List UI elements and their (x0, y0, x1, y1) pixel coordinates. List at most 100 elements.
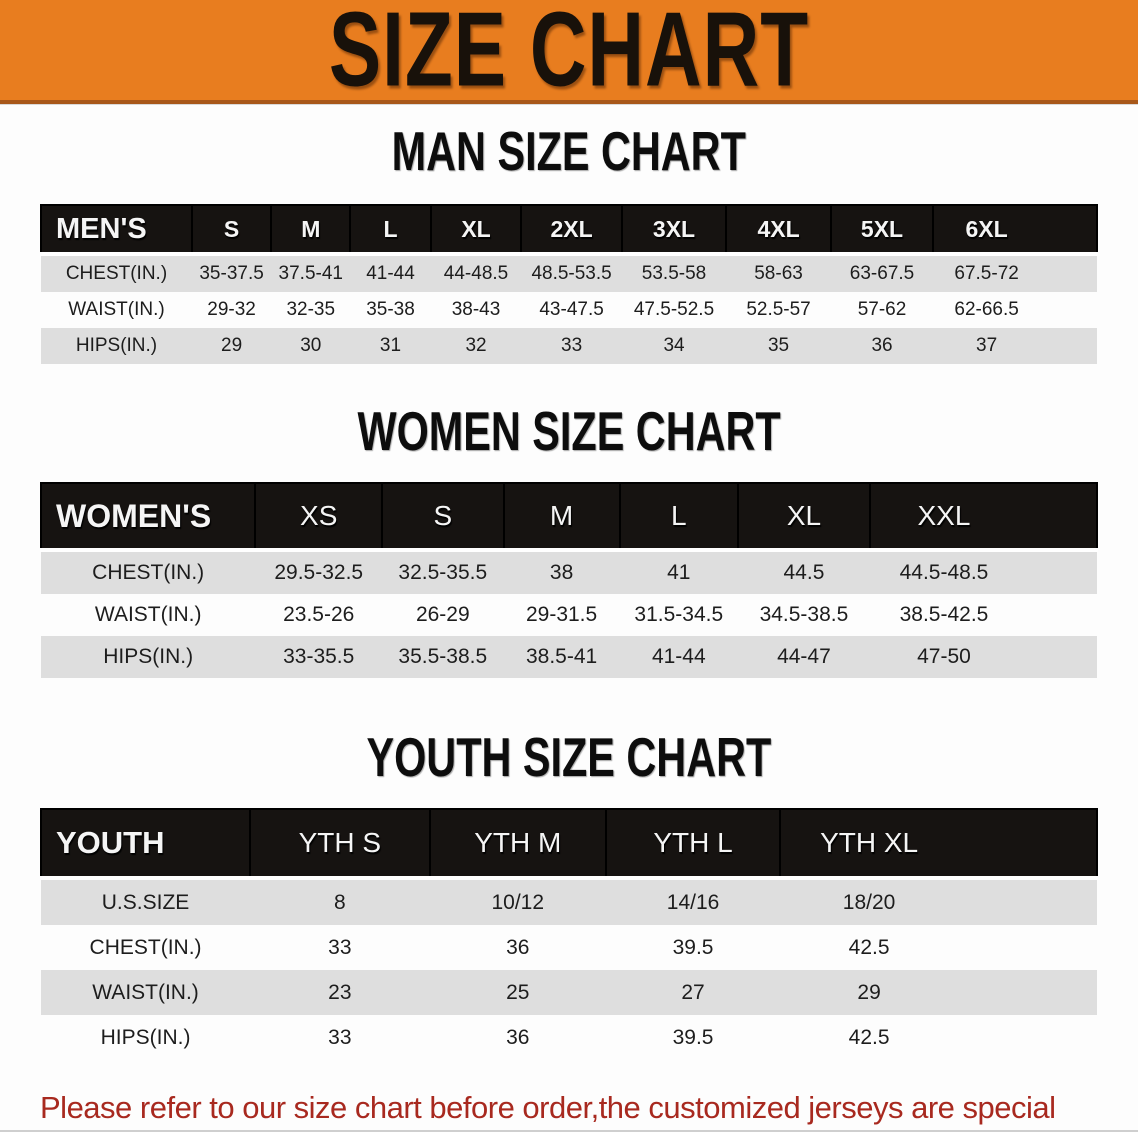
size-value-cell: 33-35.5 (255, 636, 383, 678)
table-row: CHEST(IN.) 29.5-32.5 32.5-35.5 38 41 44.… (41, 548, 1097, 594)
column-header-cell: L (349, 204, 432, 255)
column-header-cell: M (270, 204, 352, 255)
size-value-cell: 35 (726, 328, 831, 364)
men-header-row: MEN'S S M L XL 2XL 3XL 4XL 5XL 6XL (40, 204, 1098, 255)
column-header-cell: YTH S (249, 808, 431, 879)
size-value-cell: 14/16 (605, 876, 781, 925)
size-value-cell: 36 (429, 925, 606, 970)
column-header-cell: YTH XL (779, 808, 1098, 879)
size-value-cell: 29.5-32.5 (255, 548, 383, 594)
size-value-cell: 44.5-48.5 (869, 548, 1097, 594)
size-value-cell: 27 (605, 970, 781, 1015)
youth-corner-label: YOUTH (39, 808, 252, 879)
table-row: HIPS(IN.) 33 36 39.5 42.5 (41, 1015, 1097, 1060)
column-header-cell: XL (429, 204, 523, 255)
table-row: WAIST(IN.) 29-32 32-35 35-38 38-43 43-47… (41, 292, 1097, 328)
youth-size-table: YOUTH YTH S YTH M YTH L YTH XL U.S.SIZE … (39, 808, 1098, 1060)
size-value-cell: 32-35 (271, 292, 351, 328)
row-label-cell: HIPS(IN.) (41, 328, 192, 364)
size-value-cell: 38-43 (430, 292, 522, 328)
size-value-cell: 25 (429, 970, 606, 1015)
row-label-cell: HIPS(IN.) (41, 636, 256, 678)
women-section-title: WOMEN SIZE CHART (357, 400, 781, 462)
women-size-table: WOMEN'S XS S M L XL XXL CHEST(IN.) 29.5-… (39, 482, 1099, 678)
size-value-cell: 34 (621, 328, 727, 364)
size-value-cell: 29 (780, 970, 1097, 1015)
disclaimer-note: Please refer to our size chart before or… (40, 1084, 1100, 1130)
table-row: HIPS(IN.) 29 30 31 32 33 34 35 36 37 (41, 328, 1097, 364)
column-header-cell: XS (254, 482, 384, 551)
table-row: U.S.SIZE 8 10/12 14/16 18/20 (41, 876, 1097, 925)
size-value-cell: 36 (429, 1015, 606, 1060)
banner: SIZE CHART (0, 0, 1138, 108)
size-value-cell: 44-47 (737, 636, 870, 678)
size-value-cell: 31.5-34.5 (619, 594, 738, 636)
size-value-cell: 36 (830, 328, 934, 364)
table-row: WAIST(IN.) 23 25 27 29 (41, 970, 1097, 1015)
size-value-cell: 33 (521, 328, 622, 364)
size-value-cell: 47-50 (869, 636, 1097, 678)
size-value-cell: 35-38 (350, 292, 431, 328)
size-value-cell: 44-48.5 (430, 252, 522, 292)
size-value-cell: 39.5 (605, 1015, 781, 1060)
size-value-cell: 30 (271, 328, 351, 364)
size-value-cell: 67.5-72 (933, 252, 1097, 292)
size-value-cell: 37.5-41 (271, 252, 351, 292)
size-value-cell: 43-47.5 (521, 292, 622, 328)
size-value-cell: 53.5-58 (621, 252, 727, 292)
row-label-cell: WAIST(IN.) (41, 970, 251, 1015)
size-value-cell: 10/12 (429, 876, 606, 925)
men-corner-label: MEN'S (40, 204, 193, 255)
men-size-table: MEN'S S M L XL 2XL 3XL 4XL 5XL 6XL CHEST… (40, 204, 1098, 364)
banner-title: SIZE CHART (328, 0, 810, 109)
size-value-cell: 48.5-53.5 (521, 252, 622, 292)
size-value-cell: 57-62 (830, 292, 934, 328)
size-value-cell: 35.5-38.5 (382, 636, 504, 678)
size-value-cell: 31 (350, 328, 431, 364)
size-value-cell: 29 (192, 328, 272, 364)
size-value-cell: 63-67.5 (830, 252, 934, 292)
row-label-cell: WAIST(IN.) (41, 594, 256, 636)
size-value-cell: 29-31.5 (503, 594, 620, 636)
size-value-cell: 52.5-57 (726, 292, 831, 328)
size-value-cell: 18/20 (780, 876, 1097, 925)
column-header-cell: XXL (868, 482, 1099, 551)
row-label-cell: U.S.SIZE (41, 876, 251, 925)
disclaimer-line-1: Please refer to our size chart before or… (40, 1090, 1056, 1125)
row-label-cell: CHEST(IN.) (41, 252, 192, 292)
table-row: HIPS(IN.) 33-35.5 35.5-38.5 38.5-41 41-4… (41, 636, 1097, 678)
size-value-cell: 41 (619, 548, 738, 594)
size-value-cell: 33 (250, 1015, 430, 1060)
size-value-cell: 34.5-38.5 (737, 594, 870, 636)
size-value-cell: 44.5 (737, 548, 870, 594)
column-header-cell: S (381, 482, 505, 551)
size-value-cell: 62-66.5 (933, 292, 1097, 328)
column-header-cell: 5XL (829, 204, 935, 255)
column-header-cell: L (618, 482, 739, 551)
column-header-cell: M (502, 482, 621, 551)
size-value-cell: 26-29 (382, 594, 504, 636)
table-row: WAIST(IN.) 23.5-26 26-29 29-31.5 31.5-34… (41, 594, 1097, 636)
size-value-cell: 33 (250, 925, 430, 970)
size-value-cell: 39.5 (605, 925, 781, 970)
size-value-cell: 38.5-42.5 (869, 594, 1097, 636)
size-value-cell: 41-44 (619, 636, 738, 678)
row-label-cell: WAIST(IN.) (41, 292, 192, 328)
size-value-cell: 47.5-52.5 (621, 292, 727, 328)
size-value-cell: 37 (933, 328, 1097, 364)
man-section-title: MAN SIZE CHART (391, 120, 747, 182)
column-header-cell: YTH M (428, 808, 607, 879)
size-value-cell: 41-44 (350, 252, 431, 292)
table-row: CHEST(IN.) 35-37.5 37.5-41 41-44 44-48.5… (41, 252, 1097, 292)
row-label-cell: CHEST(IN.) (41, 925, 251, 970)
women-corner-label: WOMEN'S (39, 482, 257, 551)
youth-header-row: YOUTH YTH S YTH M YTH L YTH XL (39, 808, 1098, 879)
size-value-cell: 38 (503, 548, 620, 594)
youth-section-title: YOUTH SIZE CHART (366, 726, 772, 788)
column-header-cell: XL (736, 482, 871, 551)
size-value-cell: 32 (430, 328, 522, 364)
row-label-cell: CHEST(IN.) (41, 548, 256, 594)
column-header-cell: 3XL (620, 204, 728, 255)
row-label-cell: HIPS(IN.) (41, 1015, 251, 1060)
